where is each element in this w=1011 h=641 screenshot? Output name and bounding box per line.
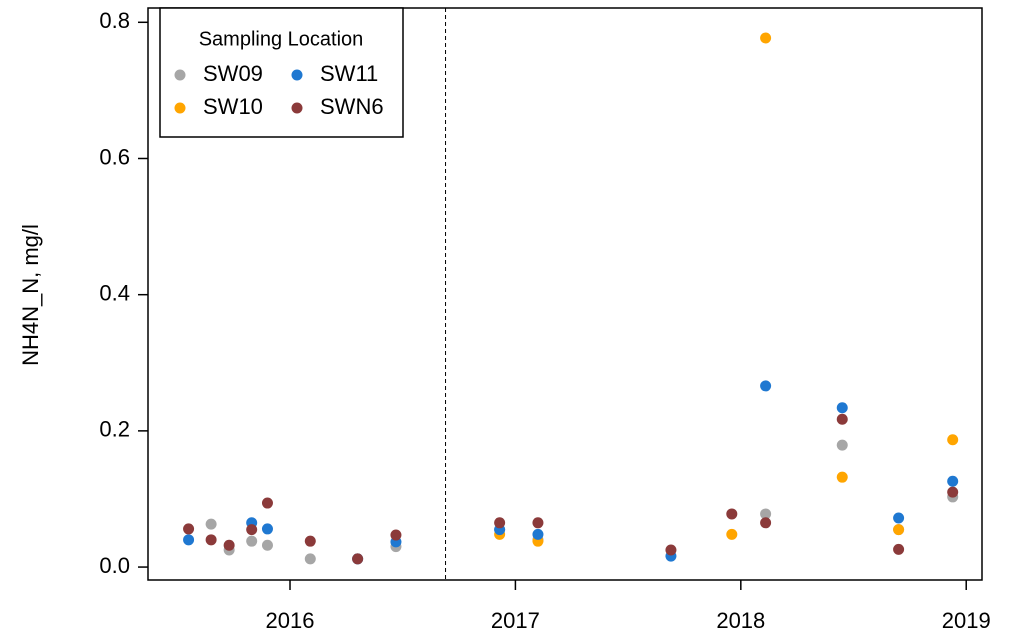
point bbox=[760, 380, 772, 392]
legend-marker bbox=[174, 102, 186, 114]
y-tick-label: 0.6 bbox=[99, 144, 130, 169]
point bbox=[893, 543, 905, 555]
legend-marker bbox=[291, 102, 303, 114]
point bbox=[261, 497, 273, 509]
point bbox=[261, 523, 273, 535]
x-tick-label: 2017 bbox=[491, 608, 540, 633]
point bbox=[836, 439, 848, 451]
point bbox=[726, 508, 738, 520]
point bbox=[261, 539, 273, 551]
point bbox=[205, 518, 217, 530]
legend-label: SW10 bbox=[203, 94, 263, 119]
point bbox=[760, 517, 772, 529]
legend-box bbox=[159, 7, 404, 138]
point bbox=[893, 524, 905, 536]
point bbox=[390, 529, 402, 541]
point bbox=[836, 413, 848, 425]
legend-label: SW11 bbox=[320, 61, 378, 86]
legend-label: SWN6 bbox=[320, 94, 384, 119]
point bbox=[726, 528, 738, 540]
point bbox=[947, 475, 959, 487]
point bbox=[304, 553, 316, 565]
point bbox=[947, 434, 959, 446]
point bbox=[223, 539, 235, 551]
y-tick-label: 0.2 bbox=[99, 417, 130, 442]
point bbox=[760, 508, 772, 520]
legend-title: Sampling Location bbox=[199, 28, 364, 50]
y-axis-label: NH4N_N, mg/l bbox=[18, 224, 43, 366]
x-tick-label: 2018 bbox=[716, 608, 765, 633]
point bbox=[947, 486, 959, 498]
point bbox=[304, 535, 316, 547]
point bbox=[532, 528, 544, 540]
point bbox=[893, 512, 905, 524]
point bbox=[183, 534, 195, 546]
point bbox=[836, 471, 848, 483]
point bbox=[246, 524, 258, 536]
legend-marker bbox=[174, 69, 186, 81]
y-tick-label: 0.4 bbox=[99, 280, 130, 305]
legend-label: SW09 bbox=[203, 61, 263, 86]
point bbox=[532, 517, 544, 529]
point bbox=[205, 534, 217, 546]
point bbox=[183, 523, 195, 535]
y-tick-label: 0.8 bbox=[99, 8, 130, 33]
x-tick-label: 2019 bbox=[942, 608, 991, 633]
point bbox=[352, 553, 364, 565]
point bbox=[665, 544, 677, 556]
y-tick-label: 0.0 bbox=[99, 553, 130, 578]
point bbox=[494, 517, 506, 529]
point bbox=[246, 535, 258, 547]
point bbox=[760, 32, 772, 44]
x-tick-label: 2016 bbox=[266, 608, 315, 633]
legend-marker bbox=[291, 69, 303, 81]
point bbox=[836, 402, 848, 414]
